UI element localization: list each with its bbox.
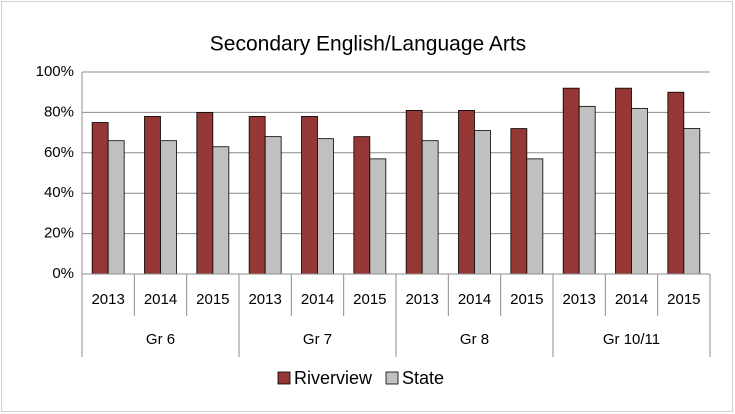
legend-swatch <box>277 371 291 385</box>
legend-label: State <box>402 368 444 388</box>
group-label: Gr 7 <box>303 331 332 348</box>
bar <box>248 116 266 275</box>
x-tick-label: 2013 <box>562 291 595 308</box>
y-tick-label: 20% <box>44 225 74 242</box>
bar <box>144 116 161 275</box>
x-tick-label: 2013 <box>91 291 124 308</box>
x-tick-label: 2013 <box>248 291 281 308</box>
y-tick-label: 40% <box>44 184 74 201</box>
bar <box>474 130 491 275</box>
y-tick-label: 100% <box>36 63 74 80</box>
legend-label: Riverview <box>294 368 373 388</box>
y-tick-label: 0% <box>52 265 74 282</box>
bar <box>526 158 544 275</box>
bar <box>160 140 177 275</box>
bar <box>317 138 334 275</box>
bar <box>421 140 439 275</box>
bar <box>562 87 580 275</box>
bar <box>510 128 528 275</box>
chart-title: Secondary English/Language Arts <box>210 33 526 56</box>
bar <box>353 136 371 275</box>
bar <box>578 105 596 275</box>
x-tick-label: 2014 <box>615 291 648 308</box>
x-tick-label: 2015 <box>196 291 229 308</box>
y-tick-label: 60% <box>44 144 74 161</box>
bar <box>615 87 632 275</box>
bar <box>264 136 282 275</box>
x-tick-label: 2014 <box>301 291 334 308</box>
x-tick-label: 2015 <box>510 291 543 308</box>
bar <box>369 158 387 275</box>
bar <box>631 107 648 275</box>
group-label: Gr 8 <box>460 331 489 348</box>
x-tick-label: 2015 <box>353 291 386 308</box>
x-tick-label: 2015 <box>667 291 700 308</box>
bar <box>458 109 475 275</box>
bar <box>301 116 318 275</box>
x-tick-label: 2014 <box>144 291 177 308</box>
group-label: Gr 10/11 <box>603 331 660 348</box>
bar <box>667 91 685 275</box>
legend-swatch <box>385 371 399 385</box>
y-tick-label: 80% <box>44 103 74 120</box>
x-tick-label: 2014 <box>458 291 491 308</box>
group-label: Gr 6 <box>146 331 175 348</box>
bar <box>683 128 701 275</box>
x-tick-label: 2013 <box>405 291 438 308</box>
bar <box>212 146 230 275</box>
bar <box>196 112 214 275</box>
bar <box>107 140 125 275</box>
bar <box>91 122 109 275</box>
bar <box>405 109 423 275</box>
